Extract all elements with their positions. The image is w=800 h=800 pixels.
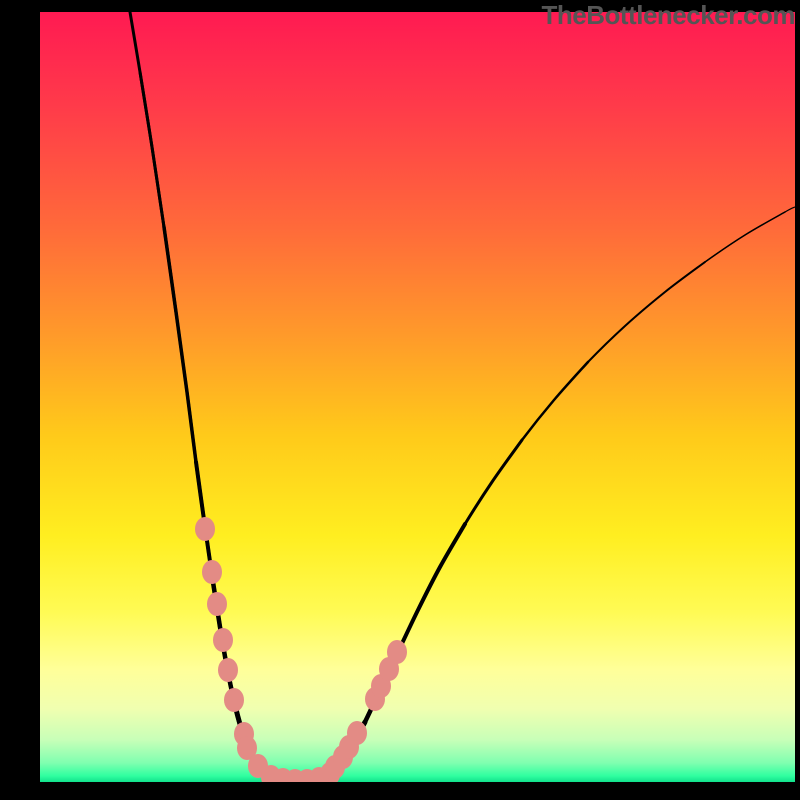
data-dot — [218, 658, 238, 682]
data-dot — [347, 721, 367, 745]
curve-segment — [440, 362, 588, 567]
data-dot — [207, 592, 227, 616]
data-dot — [387, 640, 407, 664]
curve-segment — [665, 207, 795, 292]
plot-area — [40, 12, 795, 782]
data-dot — [195, 517, 215, 541]
watermark-text: TheBottlenecker.com — [542, 0, 795, 31]
chart-overlay-svg — [40, 12, 795, 782]
data-dot — [213, 628, 233, 652]
curve-segment — [398, 440, 522, 652]
data-dot — [224, 688, 244, 712]
curve-segment — [352, 524, 465, 746]
curve-segment — [588, 212, 785, 362]
data-dot — [202, 560, 222, 584]
chart-frame: TheBottlenecker.com — [0, 0, 800, 800]
curve-segment — [492, 262, 705, 482]
